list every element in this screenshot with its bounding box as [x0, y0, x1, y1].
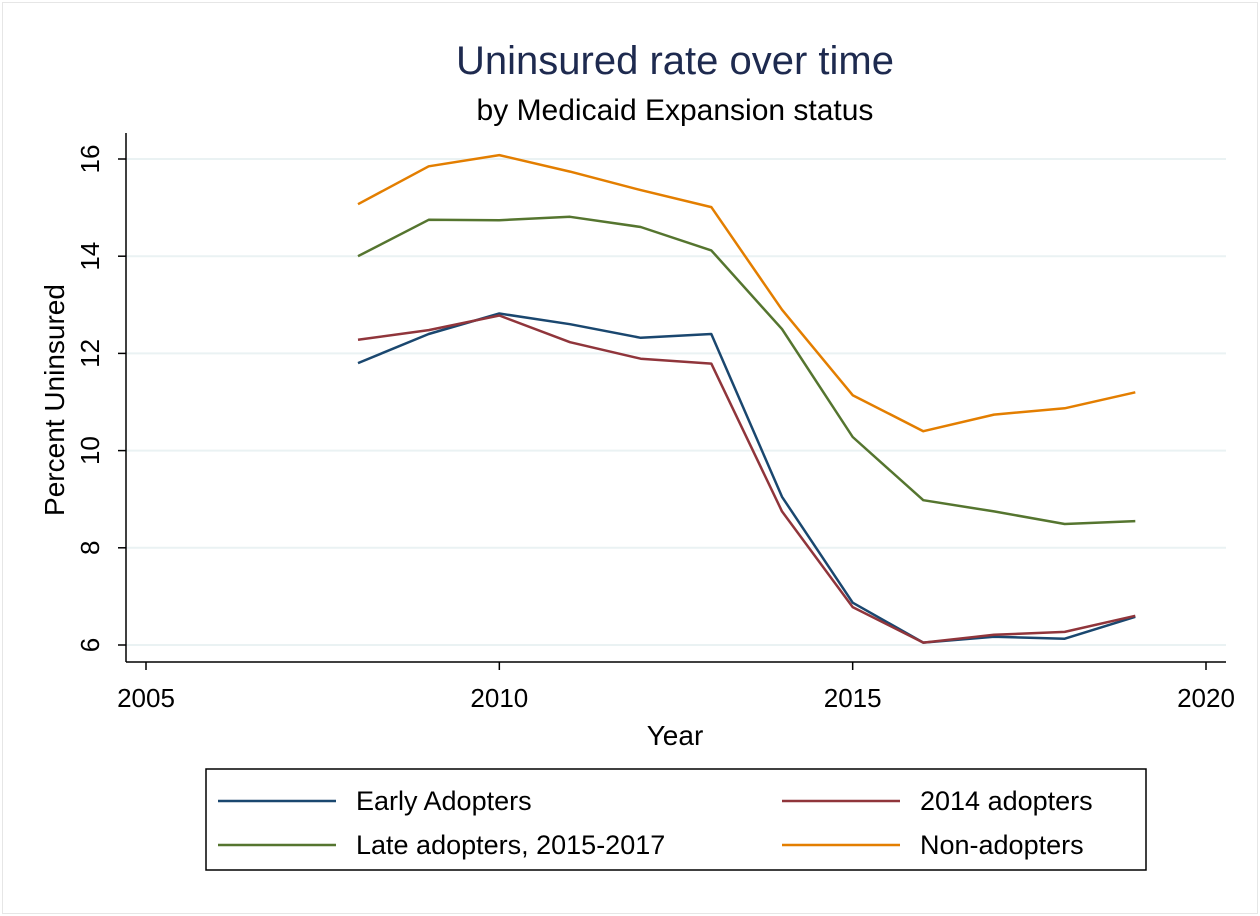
x-tick-label-2010: 2010	[470, 683, 528, 713]
legend: Early Adopters 2014 adopters Late adopters…	[218, 786, 1093, 860]
y-tick-label-16: 16	[75, 145, 105, 174]
legend-label-2: Late adopters, 2015-2017	[356, 830, 665, 860]
legend-label-1: 2014 adopters	[920, 786, 1093, 816]
legend-box	[205, 768, 1147, 871]
x-tick-label-2015: 2015	[824, 683, 882, 713]
y-tick-label-12: 12	[75, 339, 105, 368]
x-tick-label-2005: 2005	[117, 683, 175, 713]
axes: 6 8 10 12 14 16 2005 2010 2015 2020	[75, 133, 1235, 713]
series-line-1	[357, 314, 1136, 644]
series-line-3	[357, 153, 1136, 433]
gridlines	[126, 158, 1226, 646]
y-tick-label-14: 14	[75, 242, 105, 271]
series-lines	[357, 153, 1136, 644]
chart-subtitle: by Medicaid Expansion status	[477, 94, 874, 127]
series-line-0	[357, 312, 1136, 644]
y-tick-label-8: 8	[75, 541, 105, 555]
y-axis-label: Percent Uninsured	[39, 284, 70, 516]
series-line-2	[357, 215, 1136, 526]
chart-title: Uninsured rate over time	[456, 39, 894, 83]
legend-label-3: Non-adopters	[920, 830, 1084, 860]
x-axis-label: Year	[647, 720, 704, 751]
y-tick-label-10: 10	[75, 436, 105, 465]
x-tick-label-2020: 2020	[1177, 683, 1235, 713]
y-tick-label-6: 6	[75, 638, 105, 652]
legend-label-0: Early Adopters	[356, 786, 532, 816]
